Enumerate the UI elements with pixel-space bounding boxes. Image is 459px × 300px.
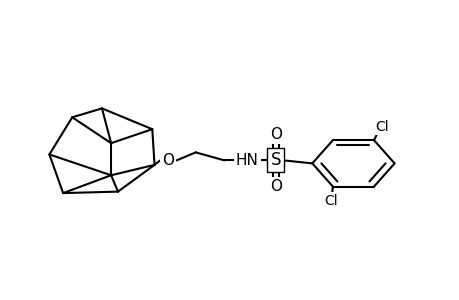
Text: O: O <box>269 179 281 194</box>
Text: O: O <box>162 153 174 168</box>
Text: S: S <box>270 152 280 169</box>
Text: Cl: Cl <box>323 194 336 208</box>
Text: Cl: Cl <box>375 120 388 134</box>
Text: HN: HN <box>235 153 258 168</box>
Text: O: O <box>269 127 281 142</box>
